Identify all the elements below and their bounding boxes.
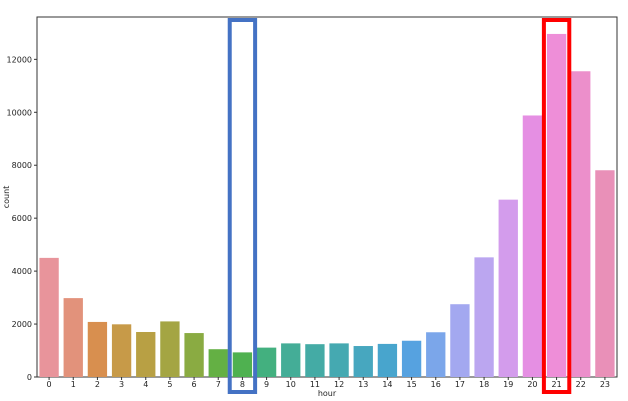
x-ticks-group: 0 1 2 3 4 5 6 7 8 9 10 11 12 13 14 15 16 17 18 19 20 21 22 23 — [47, 377, 610, 389]
bar-hour-19 — [498, 199, 518, 377]
x-tick-label-23: 23 — [600, 380, 610, 389]
bar-hour-10 — [281, 343, 301, 377]
y-axis-label: count — [2, 186, 11, 209]
bar-hour-14 — [377, 343, 398, 377]
y-tick-label-6000: 6000 — [12, 214, 32, 223]
x-tick-label-1: 1 — [71, 380, 76, 389]
x-tick-label-18: 18 — [479, 380, 489, 389]
x-tick-label-22: 22 — [576, 380, 586, 389]
bar-hour-21 — [546, 33, 567, 377]
x-tick-label-12: 12 — [334, 380, 344, 389]
x-tick-label-16: 16 — [431, 380, 441, 389]
x-tick-label-3: 3 — [119, 380, 124, 389]
x-tick-label-8: 8 — [240, 380, 245, 389]
x-tick-label-0: 0 — [47, 380, 52, 389]
x-tick-label-19: 19 — [503, 380, 513, 389]
x-tick-label-21: 21 — [551, 380, 561, 389]
bar-hour-2 — [87, 321, 108, 377]
highlight-boxes-group — [227, 18, 572, 394]
bar-hour-22 — [571, 71, 591, 377]
x-tick-label-10: 10 — [286, 380, 296, 389]
bar-hour-17 — [450, 304, 470, 377]
bar-hour-11 — [305, 344, 325, 377]
x-tick-label-17: 17 — [455, 380, 465, 389]
y-ticks-group: 0 2000 4000 6000 8000 10000 12000 — [7, 55, 37, 382]
x-tick-label-13: 13 — [358, 380, 368, 389]
bar-hour-1 — [63, 298, 83, 377]
bar-hour-5 — [160, 321, 180, 377]
highlight-box-hour-21 — [541, 18, 572, 394]
x-tick-label-5: 5 — [167, 380, 172, 389]
bar-hour-12 — [329, 343, 349, 377]
bars-group — [39, 33, 615, 377]
x-axis-label: hour — [318, 389, 337, 398]
x-tick-label-9: 9 — [264, 380, 269, 389]
bar-hour-9 — [256, 347, 277, 377]
x-tick-label-6: 6 — [192, 380, 197, 389]
plot-area — [36, 16, 618, 378]
bar-hour-6 — [184, 333, 204, 377]
x-tick-label-4: 4 — [143, 380, 148, 389]
bar-hour-4 — [136, 332, 156, 377]
bar-hour-3 — [111, 324, 132, 377]
x-tick-label-14: 14 — [382, 380, 392, 389]
x-tick-label-20: 20 — [527, 380, 537, 389]
x-tick-label-2: 2 — [95, 380, 100, 389]
bar-hour-0 — [39, 257, 59, 377]
bar-hour-23 — [595, 170, 615, 377]
x-tick-label-7: 7 — [216, 380, 221, 389]
y-tick-label-10000: 10000 — [7, 108, 32, 117]
highlight-box-hour-8 — [227, 18, 258, 394]
y-tick-label-8000: 8000 — [12, 161, 32, 170]
bar-hour-8 — [232, 352, 253, 377]
y-tick-label-2000: 2000 — [12, 320, 32, 329]
bar-hour-13 — [353, 346, 373, 377]
x-tick-label-11: 11 — [310, 380, 320, 389]
bar-hour-16 — [426, 332, 446, 377]
bar-hour-20 — [522, 115, 543, 377]
y-tick-label-12000: 12000 — [7, 55, 32, 64]
y-tick-label-0: 0 — [27, 373, 32, 382]
y-tick-label-4000: 4000 — [12, 267, 32, 276]
x-tick-label-15: 15 — [406, 380, 416, 389]
bar-hour-7 — [208, 349, 228, 377]
bar-hour-15 — [401, 340, 422, 377]
bar-hour-18 — [474, 257, 494, 377]
